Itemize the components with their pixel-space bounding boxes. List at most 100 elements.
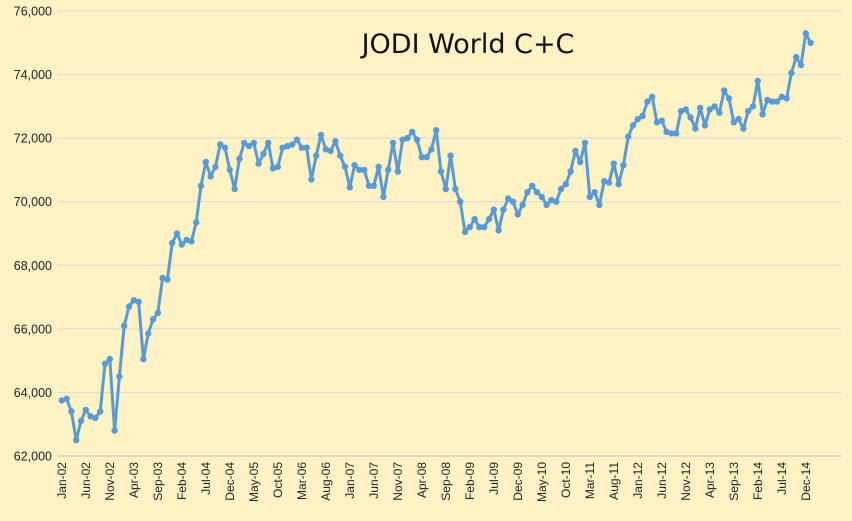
data-point xyxy=(274,163,281,170)
y-tick-label: 72,000 xyxy=(14,132,52,146)
data-point xyxy=(337,152,344,159)
data-point xyxy=(673,130,680,137)
data-points xyxy=(58,30,814,444)
x-tick-label: Aug-06 xyxy=(319,462,333,501)
data-point xyxy=(169,239,176,247)
data-point xyxy=(332,138,339,145)
data-point xyxy=(543,201,550,209)
data-point xyxy=(322,146,329,153)
x-tick-label: Apr-13 xyxy=(703,462,717,498)
data-point xyxy=(404,134,411,142)
data-point xyxy=(269,165,277,172)
data-point xyxy=(341,163,349,170)
data-point xyxy=(101,360,109,367)
data-point xyxy=(212,163,219,170)
data-point xyxy=(615,181,622,188)
data-point xyxy=(250,139,257,147)
data-point xyxy=(485,216,493,223)
data-point xyxy=(121,322,128,329)
y-axis-ticks: 62,000 64,000 66,000 68,000 70,000 72,000 74,0… xyxy=(14,5,52,464)
x-tick-label: Oct-10 xyxy=(559,462,573,498)
x-tick-label: Mar-11 xyxy=(583,462,597,499)
data-point xyxy=(111,427,118,434)
data-point xyxy=(97,408,104,415)
data-point xyxy=(183,236,190,244)
data-point xyxy=(783,95,790,102)
data-point xyxy=(601,177,608,185)
data-point xyxy=(706,106,713,113)
data-point xyxy=(711,103,718,110)
y-tick-label: 64,000 xyxy=(14,386,52,400)
data-point xyxy=(658,117,665,124)
data-point xyxy=(692,125,699,132)
data-point xyxy=(524,189,531,196)
data-point xyxy=(394,168,401,175)
data-point xyxy=(433,127,440,134)
data-point xyxy=(548,196,555,204)
data-point xyxy=(793,53,800,61)
data-point xyxy=(193,219,200,226)
data-point xyxy=(490,206,497,213)
data-point xyxy=(346,184,353,191)
data-point xyxy=(668,130,675,137)
data-point xyxy=(265,139,272,147)
data-point xyxy=(649,93,656,101)
x-tick-label: Jul-09 xyxy=(487,462,501,495)
data-point xyxy=(178,241,185,248)
data-point xyxy=(677,107,685,115)
x-tick-label: Nov-12 xyxy=(679,462,693,501)
data-point xyxy=(385,166,392,174)
data-point xyxy=(116,373,123,380)
data-point xyxy=(68,408,75,415)
data-point xyxy=(495,227,502,234)
x-tick-label: May-10 xyxy=(535,462,549,502)
data-point xyxy=(236,155,243,162)
data-point xyxy=(442,185,449,193)
x-tick-label: Aug-11 xyxy=(607,462,621,500)
x-tick-label: Mar-06 xyxy=(295,462,309,500)
data-point xyxy=(471,216,478,223)
data-point xyxy=(514,211,521,218)
data-point xyxy=(481,223,488,231)
data-point xyxy=(740,125,747,132)
data-point xyxy=(586,193,593,201)
x-tick-label: Jan-02 xyxy=(55,462,69,499)
data-point xyxy=(725,95,733,102)
data-point xyxy=(730,119,737,126)
x-axis-ticks: Jan-02 Jun-02 Nov-02 Apr-03 Sep-03 Feb-04 Jul-… xyxy=(55,462,813,502)
data-point xyxy=(581,139,589,147)
data-point xyxy=(500,206,507,213)
data-point xyxy=(476,223,483,231)
data-point xyxy=(754,77,761,85)
x-tick-label: Dec-04 xyxy=(223,462,237,501)
data-point xyxy=(596,201,603,209)
data-point xyxy=(308,176,315,183)
data-point xyxy=(509,198,517,205)
data-point xyxy=(577,158,584,166)
data-point xyxy=(625,133,632,140)
data-point xyxy=(241,139,248,147)
x-tick-label: Feb-14 xyxy=(751,462,765,500)
data-point xyxy=(687,114,694,121)
chart-title: JODI World C+C xyxy=(360,29,575,60)
x-tick-label: Feb-09 xyxy=(463,462,477,500)
data-point xyxy=(188,238,195,245)
x-tick-label: May-05 xyxy=(247,462,261,502)
x-tick-label: Oct-05 xyxy=(271,462,285,498)
data-point xyxy=(697,104,704,112)
data-point xyxy=(399,136,406,143)
data-point xyxy=(447,152,454,159)
data-point xyxy=(773,98,781,105)
x-tick-label: Jun-07 xyxy=(367,462,381,499)
data-point xyxy=(380,193,387,201)
x-tick-label: Sep-08 xyxy=(439,462,453,501)
data-point xyxy=(529,182,536,189)
data-point xyxy=(207,173,214,180)
data-point xyxy=(562,181,569,188)
data-point xyxy=(303,144,310,151)
data-point xyxy=(759,111,766,118)
x-tick-label: Dec-09 xyxy=(511,462,525,501)
x-tick-label: Nov-07 xyxy=(391,462,405,501)
data-point xyxy=(591,189,598,196)
data-point xyxy=(293,136,301,143)
